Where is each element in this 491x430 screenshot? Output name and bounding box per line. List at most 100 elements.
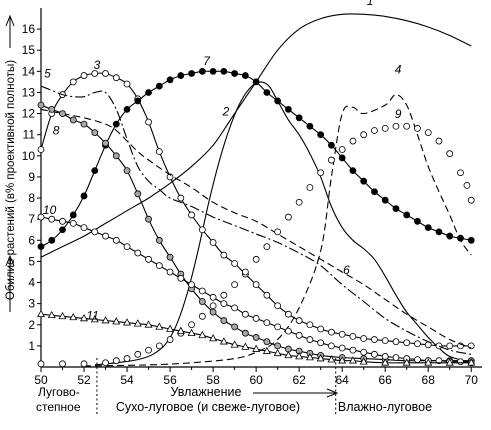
series-7-point bbox=[37, 243, 45, 251]
series-9-point bbox=[463, 181, 471, 189]
series-10-point bbox=[123, 243, 131, 251]
series-7-point bbox=[145, 89, 152, 96]
series-9-point bbox=[231, 281, 239, 289]
series-11-point bbox=[359, 357, 368, 365]
series-7-point bbox=[457, 234, 464, 242]
series-3-point bbox=[220, 251, 228, 259]
series-group bbox=[37, 13, 476, 368]
y-tick-label: 8 bbox=[28, 191, 35, 205]
series-7-line bbox=[40, 70, 472, 248]
y-tick-label: 12 bbox=[22, 107, 36, 121]
series-7-point bbox=[155, 82, 163, 90]
series-10-point bbox=[209, 293, 217, 301]
series-11-point bbox=[101, 316, 110, 324]
series-11-point bbox=[112, 317, 121, 325]
series-11-point bbox=[47, 310, 56, 319]
series-9-point bbox=[403, 122, 411, 130]
series-7-point bbox=[263, 89, 271, 96]
series-10-point bbox=[69, 219, 77, 227]
series-3-point bbox=[155, 148, 163, 156]
series-9-point bbox=[209, 302, 217, 310]
series-10-point bbox=[166, 268, 174, 276]
series-10-point bbox=[392, 354, 400, 361]
series-7-point bbox=[69, 211, 77, 219]
series-7 bbox=[37, 67, 475, 251]
series-11-point bbox=[144, 320, 153, 328]
series-11-point bbox=[219, 337, 228, 345]
y-tick-label: 3 bbox=[28, 297, 35, 311]
x-tick-label: 60 bbox=[249, 373, 263, 387]
series-10-point bbox=[59, 217, 66, 225]
series-3-point bbox=[252, 281, 260, 289]
series-10-point bbox=[231, 304, 239, 312]
series-8-point bbox=[155, 236, 163, 244]
series-7-point bbox=[59, 226, 66, 234]
x-tick-label: 58 bbox=[206, 373, 220, 387]
series-10-point bbox=[328, 342, 335, 350]
series-8-point bbox=[80, 120, 88, 128]
curve-label-8: 8 bbox=[53, 124, 60, 138]
series-10-point bbox=[102, 232, 109, 240]
series-9-point bbox=[328, 156, 335, 164]
series-3-point bbox=[166, 173, 174, 181]
series-4-line bbox=[83, 94, 472, 367]
series-3-point bbox=[328, 328, 335, 336]
series-3-point bbox=[295, 317, 303, 324]
series-9-point bbox=[188, 321, 195, 329]
series-8-point bbox=[209, 308, 217, 316]
curve-label-10: 10 bbox=[43, 203, 57, 217]
series-11-point bbox=[295, 352, 304, 360]
y-tick-label: 16 bbox=[22, 22, 36, 36]
series-7-point bbox=[317, 131, 325, 139]
series-9-point bbox=[338, 146, 346, 153]
series-7-point bbox=[241, 72, 249, 79]
series-10-point bbox=[37, 213, 45, 221]
series-5 bbox=[40, 85, 472, 355]
series-7-point bbox=[349, 167, 357, 175]
zone-label-dry-meadow: Сухо-луговое (и свеже-луговое) bbox=[116, 400, 300, 414]
series-7-point bbox=[381, 196, 389, 204]
series-7-point bbox=[166, 76, 174, 84]
series-7-point bbox=[220, 67, 228, 75]
series-10-point bbox=[306, 336, 314, 343]
series-10 bbox=[37, 213, 475, 367]
series-9-point bbox=[349, 137, 357, 145]
series-3-point bbox=[177, 194, 185, 202]
series-7-point bbox=[360, 177, 368, 185]
series-3-point bbox=[467, 342, 475, 350]
series-3-point bbox=[317, 325, 325, 333]
x-tick-label: 68 bbox=[422, 373, 436, 387]
series-11-point bbox=[402, 358, 411, 366]
x-tick-label: 70 bbox=[465, 373, 479, 387]
series-3-point bbox=[80, 72, 88, 79]
series-8-point bbox=[59, 110, 66, 117]
series-10-point bbox=[371, 350, 378, 358]
series-9-point bbox=[295, 198, 303, 206]
series-5-line bbox=[40, 85, 472, 355]
curve-label-3: 3 bbox=[94, 58, 101, 72]
series-9-point bbox=[155, 342, 163, 350]
series-3-point bbox=[403, 339, 411, 347]
series-7-point bbox=[188, 70, 195, 77]
series-8-point bbox=[134, 190, 142, 198]
y-tick-label: 10 bbox=[22, 149, 36, 163]
y-tick-label: 7 bbox=[28, 212, 35, 226]
series-9-point bbox=[166, 336, 174, 343]
x-tick-label: 62 bbox=[292, 373, 306, 387]
series-3-point bbox=[360, 335, 368, 342]
y-tick-label: 6 bbox=[28, 233, 35, 247]
series-11-point bbox=[176, 326, 185, 334]
series-11-point bbox=[209, 334, 218, 342]
zone-label-steppe-line2: степное bbox=[36, 400, 81, 414]
series-7-point bbox=[284, 105, 292, 113]
y-tick-label: 13 bbox=[22, 85, 36, 99]
x-tick-label: 64 bbox=[335, 373, 349, 387]
series-11-point bbox=[123, 318, 132, 326]
curve-label-9: 9 bbox=[395, 107, 402, 121]
series-8-point bbox=[241, 329, 249, 337]
series-10-point bbox=[220, 300, 228, 308]
series-3-point bbox=[392, 338, 400, 346]
y-axis-label: Обилие растений (в% проективной полноты) bbox=[5, 60, 17, 300]
series-9-point bbox=[371, 127, 378, 134]
